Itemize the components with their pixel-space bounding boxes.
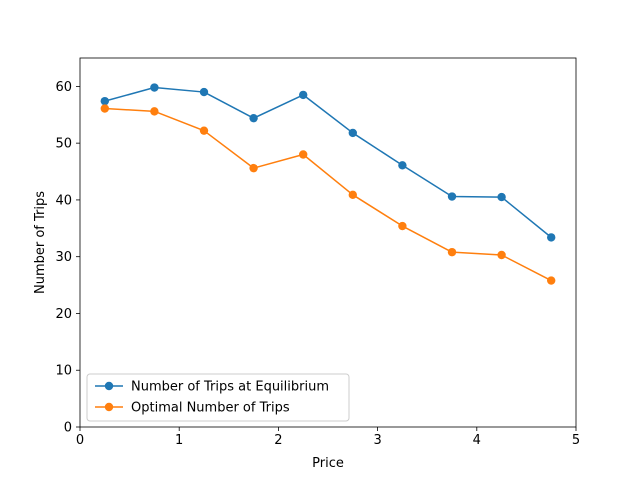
x-tick-label: 0 xyxy=(76,433,84,448)
data-point xyxy=(100,96,110,106)
legend: Number of Trips at Equilibrium Optimal Nu… xyxy=(86,373,350,422)
series-1 xyxy=(100,83,556,242)
data-point xyxy=(249,113,258,123)
x-tick-label: 5 xyxy=(572,433,580,448)
x-axis-label: Price xyxy=(312,456,344,471)
data-point xyxy=(150,107,159,116)
legend-item: Number of Trips at Equilibrium xyxy=(95,380,329,395)
y-tick-label: 40 xyxy=(55,193,72,208)
data-point xyxy=(299,90,308,100)
series-line xyxy=(104,86,552,238)
x-tick-label: 2 xyxy=(274,433,282,448)
legend-box xyxy=(86,373,350,422)
legend-label: Optimal Number of Trips xyxy=(131,401,290,416)
data-point xyxy=(100,104,110,113)
data-point xyxy=(497,250,506,260)
x-axis-ticks: 0 1 2 3 4 5 xyxy=(76,427,580,448)
series-line xyxy=(104,107,552,282)
y-tick-label: 50 xyxy=(55,137,72,152)
y-tick-label: 60 xyxy=(55,80,72,95)
data-point xyxy=(547,276,556,285)
data-point xyxy=(497,192,506,202)
y-tick-label: 10 xyxy=(55,364,72,379)
y-tick-label: 30 xyxy=(55,250,72,265)
y-tick-label: 20 xyxy=(55,307,72,322)
data-point xyxy=(398,161,407,170)
series-layer xyxy=(100,83,556,285)
series-2 xyxy=(100,104,556,285)
legend-item: Optimal Number of Trips xyxy=(95,401,290,416)
y-tick-label: 0 xyxy=(64,421,72,436)
data-point xyxy=(249,163,258,173)
data-point xyxy=(447,247,457,257)
data-point xyxy=(348,128,357,138)
x-tick-label: 4 xyxy=(473,433,481,448)
legend-label: Number of Trips at Equilibrium xyxy=(131,380,329,395)
data-point xyxy=(199,87,209,97)
data-point xyxy=(547,233,556,242)
x-tick-label: 3 xyxy=(373,433,381,448)
x-tick-label: 1 xyxy=(175,433,183,448)
data-point xyxy=(348,190,357,200)
axes-frame xyxy=(79,57,577,428)
y-axis-ticks: 0 10 20 30 40 50 60 xyxy=(55,80,80,436)
data-point xyxy=(199,126,209,135)
y-axis-label: Number of Trips xyxy=(33,191,48,294)
data-point xyxy=(299,150,308,159)
data-point xyxy=(447,192,457,201)
data-point xyxy=(398,221,407,231)
data-point xyxy=(150,83,159,92)
plot-area xyxy=(79,57,577,428)
legend-marker xyxy=(104,381,114,391)
legend-marker xyxy=(104,402,114,412)
